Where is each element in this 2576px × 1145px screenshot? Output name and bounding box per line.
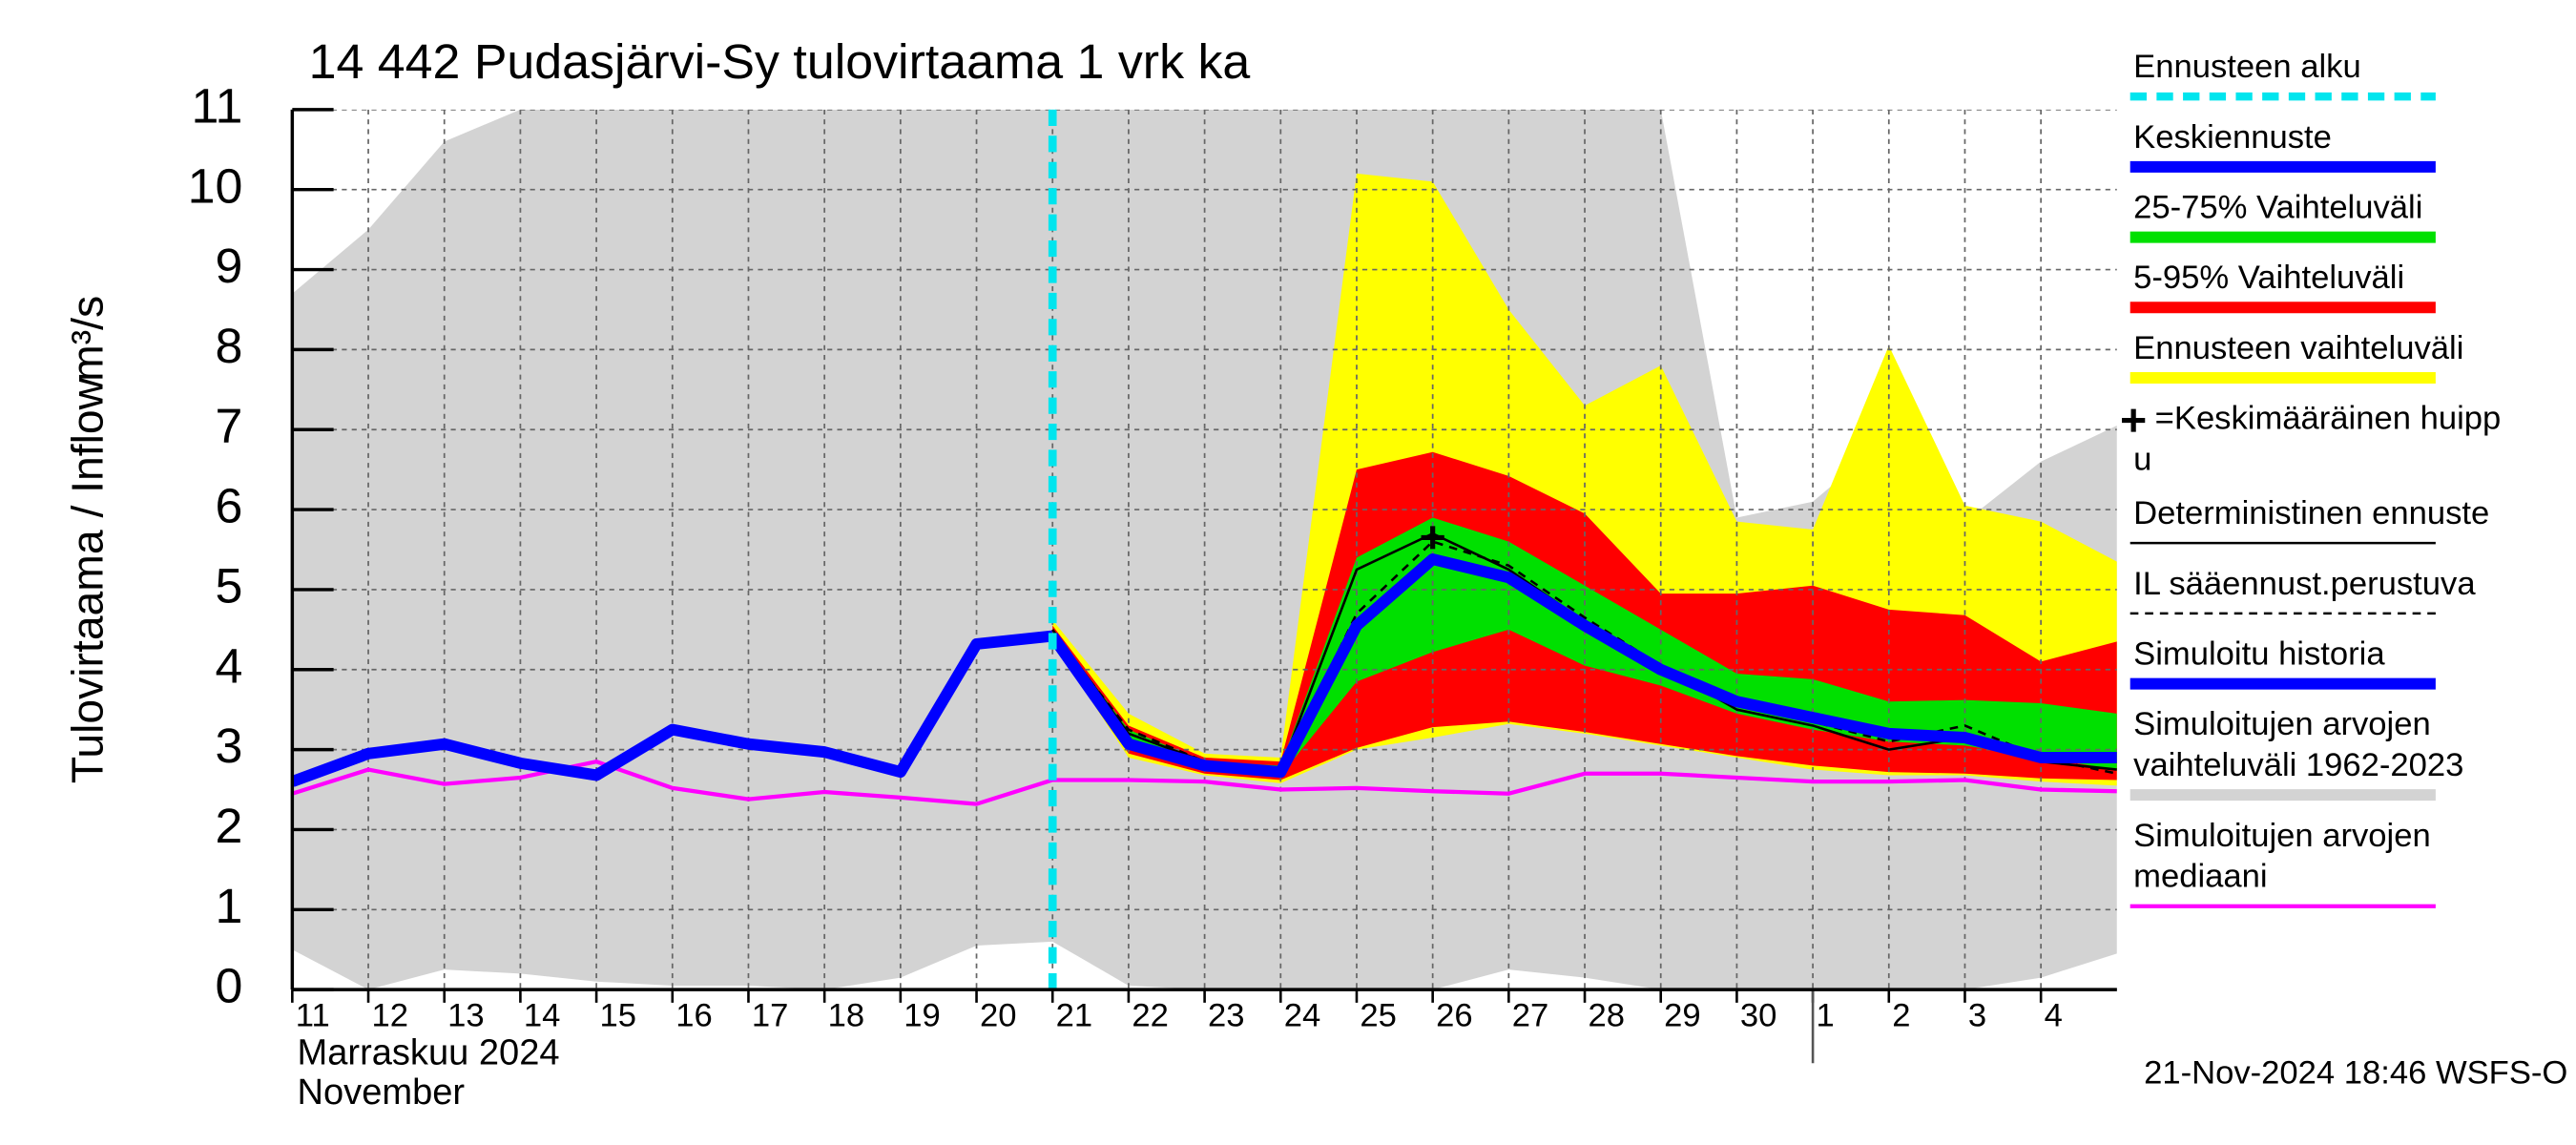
chart-title: 14 442 Pudasjärvi-Sy tulovirtaama 1 vrk … bbox=[309, 33, 1251, 89]
x-tick-label: 26 bbox=[1436, 997, 1472, 1033]
y-tick-label: 8 bbox=[216, 318, 243, 373]
x-tick-label: 12 bbox=[371, 997, 407, 1033]
x-tick-label: 16 bbox=[675, 997, 712, 1033]
footer: 21-Nov-2024 18:46 WSFS-O bbox=[2144, 1054, 2567, 1091]
line bbox=[1048, 553, 2117, 779]
x-tick-label: 1 bbox=[1817, 997, 1835, 1033]
y-tick-label: 11 bbox=[192, 78, 243, 134]
legend-label: =Keskimääräinen huipp bbox=[2155, 401, 2502, 437]
legend-label: 5-95% Vaihteluväli bbox=[2133, 260, 2404, 296]
peak-marker bbox=[1421, 526, 1444, 550]
y-axis-label: Tulovirtaama / Inflow bbox=[62, 378, 112, 784]
y-axis-unit: m³/s bbox=[62, 296, 112, 382]
y-tick-label: 1 bbox=[216, 878, 243, 933]
x-tick-label: 17 bbox=[752, 997, 788, 1033]
line bbox=[292, 630, 1053, 787]
legend-label: mediaani bbox=[2133, 859, 2267, 895]
legend-label: vaihteluväli 1962-2023 bbox=[2133, 747, 2463, 783]
x-tick-label: 3 bbox=[1968, 997, 1986, 1033]
x-tick-label: 18 bbox=[828, 997, 864, 1033]
y-tick-label: 6 bbox=[216, 478, 243, 533]
x-tick-label: 14 bbox=[524, 997, 560, 1033]
x-tick-label: 27 bbox=[1512, 997, 1548, 1033]
y-tick-label: 3 bbox=[216, 718, 243, 773]
legend-label: Simuloitu historia bbox=[2133, 636, 2385, 673]
x-tick-label: 4 bbox=[2045, 997, 2063, 1033]
y-tick-label: 5 bbox=[216, 558, 243, 614]
legend-label: u bbox=[2133, 442, 2151, 478]
x-tick-label: 13 bbox=[447, 997, 484, 1033]
y-tick-label: 0 bbox=[216, 958, 243, 1013]
x-tick-label: 30 bbox=[1740, 997, 1776, 1033]
x-tick-label: 23 bbox=[1208, 997, 1244, 1033]
x-tick-label: 15 bbox=[600, 997, 636, 1033]
legend-label: Ennusteen alku bbox=[2133, 49, 2361, 85]
x-tick-label: 21 bbox=[1056, 997, 1092, 1033]
legend-label: Simuloitujen arvojen bbox=[2133, 818, 2431, 854]
x-tick-label: 29 bbox=[1664, 997, 1700, 1033]
legend-label: Ennusteen vaihteluväli bbox=[2133, 330, 2463, 366]
y-tick-label: 2 bbox=[216, 798, 243, 853]
legend-label: 25-75% Vaihteluväli bbox=[2133, 190, 2422, 226]
plot bbox=[292, 109, 2117, 990]
y-tick-label: 4 bbox=[216, 638, 243, 694]
x-tick-label: 28 bbox=[1588, 997, 1624, 1033]
x-tick-label: 19 bbox=[904, 997, 940, 1033]
x-tick-label: 11 bbox=[296, 997, 330, 1033]
y-tick-label: 7 bbox=[216, 398, 243, 453]
legend-label: Simuloitujen arvojen bbox=[2133, 706, 2431, 742]
legend-label: Keskiennuste bbox=[2133, 119, 2332, 156]
y-tick-label: 10 bbox=[188, 158, 243, 214]
x-tick-label: 2 bbox=[1892, 997, 1910, 1033]
x-tick-label: 22 bbox=[1132, 997, 1168, 1033]
x-axis-label: Marraskuu 2024 bbox=[298, 1033, 560, 1073]
legend-swatch bbox=[2122, 408, 2146, 432]
x-tick-label: 24 bbox=[1284, 997, 1320, 1033]
legend-label: IL sääennust.perustuva bbox=[2133, 566, 2476, 602]
x-tick-label: 20 bbox=[980, 997, 1016, 1033]
x-axis-label: November bbox=[298, 1072, 466, 1113]
line bbox=[292, 760, 2117, 806]
legend-label: Deterministinen ennuste bbox=[2133, 495, 2489, 531]
y-tick-label: 9 bbox=[216, 238, 243, 293]
x-tick-label: 25 bbox=[1360, 997, 1396, 1033]
